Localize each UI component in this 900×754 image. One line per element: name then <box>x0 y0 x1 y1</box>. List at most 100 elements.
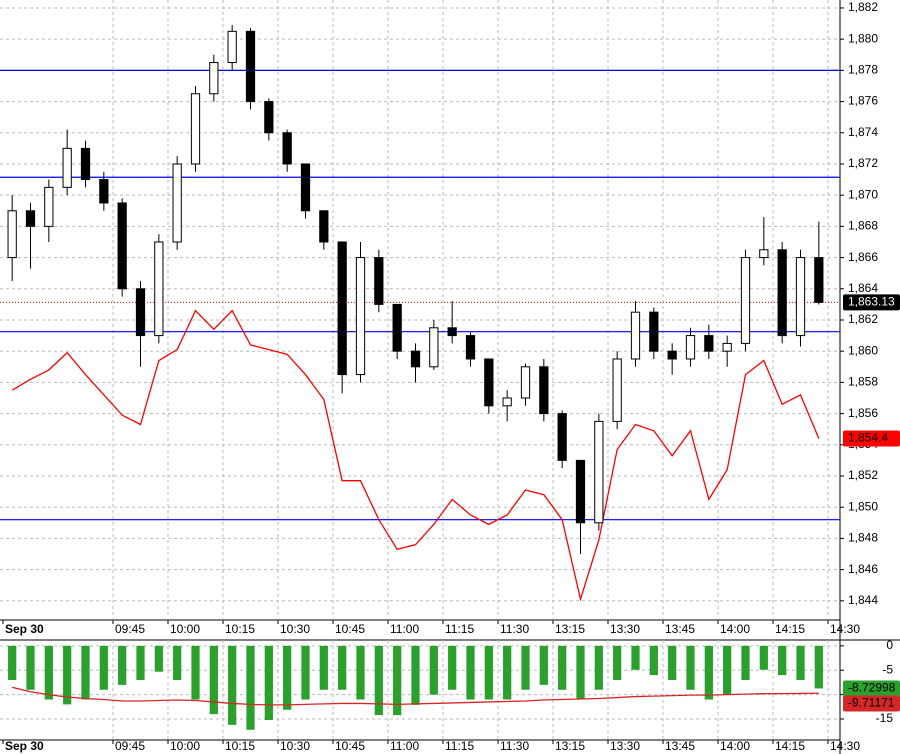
bar <box>173 645 182 680</box>
candle-body <box>465 335 476 360</box>
bar <box>81 645 90 700</box>
candle-body <box>227 30 237 64</box>
x-tick-label: 10:45 <box>335 622 365 636</box>
candle-body <box>300 163 311 212</box>
candle-body <box>190 93 201 165</box>
candle-body <box>264 101 274 134</box>
x-tick-label: 11:30 <box>500 622 529 636</box>
bar <box>44 645 53 700</box>
candle-body <box>44 186 54 227</box>
bar <box>246 645 255 730</box>
bar <box>429 645 438 695</box>
x-tick-label: 14:15 <box>775 622 805 636</box>
candle-body <box>777 249 787 337</box>
candle-body <box>135 288 146 337</box>
candle-body <box>795 257 806 337</box>
bar <box>686 645 695 690</box>
candle-body <box>667 350 677 360</box>
x-tick-label: 10:00 <box>170 739 200 753</box>
candle-body <box>759 249 769 259</box>
bar <box>63 645 72 705</box>
last-value-label-box <box>843 695 900 712</box>
candle-body <box>7 210 17 259</box>
x-tick-label: 14:15 <box>775 739 805 753</box>
line-series <box>12 686 819 706</box>
bar <box>668 645 677 680</box>
x-tick-label: 11:00 <box>390 739 419 753</box>
x-tick-label: 13:15 <box>555 739 585 753</box>
candle-body <box>62 147 72 188</box>
candle-body <box>539 366 549 415</box>
bar <box>411 645 420 705</box>
bar <box>338 645 347 690</box>
x-tick-label: 13:45 <box>665 739 695 753</box>
bar <box>466 645 475 700</box>
bar <box>759 645 768 670</box>
y-tick-label: 1,856 <box>848 406 878 420</box>
bar <box>374 645 383 716</box>
last-value-label: -8.72998 <box>848 681 896 695</box>
candle-body <box>447 327 457 337</box>
candle-body <box>649 311 659 352</box>
bar <box>264 645 273 720</box>
bar <box>484 645 493 700</box>
y-tick-label: 1,852 <box>848 468 878 482</box>
bar <box>539 645 548 685</box>
candle-body <box>117 202 127 290</box>
x-tick-label: 11:30 <box>500 739 529 753</box>
candle-body <box>594 420 604 524</box>
last-price-label: 1,863.13 <box>848 295 895 309</box>
bar <box>814 645 823 689</box>
candle-body <box>704 335 714 352</box>
x-tick-label: 14:30 <box>830 739 860 753</box>
x-tick-label: 14:30 <box>830 622 860 636</box>
bar <box>8 645 17 680</box>
candle-body <box>245 30 256 103</box>
bar <box>154 645 163 672</box>
y-tick-label: 1,850 <box>848 499 878 513</box>
bar <box>283 645 292 710</box>
bar <box>228 645 237 725</box>
bar <box>393 645 402 716</box>
candle-body <box>612 358 622 422</box>
x-tick-label: 11:00 <box>390 622 419 636</box>
y-tick-label: 1,846 <box>848 562 878 576</box>
candle-body <box>25 210 36 227</box>
bar <box>301 645 310 700</box>
y-tick-label: 1,848 <box>848 531 878 545</box>
candle-body <box>429 327 439 368</box>
candle-body <box>355 257 366 376</box>
candle-body <box>99 179 109 204</box>
candle-body <box>722 342 732 352</box>
bar <box>613 645 622 680</box>
candle-body <box>209 62 219 95</box>
bar <box>778 645 787 676</box>
bar <box>796 645 805 680</box>
y-tick-label: 1,860 <box>848 343 878 357</box>
bar <box>209 645 218 715</box>
bar <box>723 645 732 695</box>
candle-body <box>154 241 164 337</box>
bar <box>503 645 512 700</box>
candle-body <box>374 257 384 305</box>
bar <box>26 645 35 690</box>
x-tick-label: 13:30 <box>610 739 640 753</box>
bar <box>704 645 713 700</box>
candle-body <box>282 132 292 165</box>
y-tick-label: 1,862 <box>848 312 878 326</box>
bar <box>136 645 145 680</box>
last-value-label: 1,854.4 <box>848 431 888 445</box>
x-tick-label: 11:15 <box>445 622 474 636</box>
last-value-label-box <box>843 430 900 447</box>
x-tick-label: 09:45 <box>115 739 145 753</box>
y-tick-label: -5 <box>882 662 893 676</box>
bar <box>448 645 457 690</box>
x-tick-label: 10:30 <box>280 739 310 753</box>
x-tick-label: 10:15 <box>225 622 255 636</box>
x-tick-label: 11:15 <box>445 739 474 753</box>
x-tick-label: 13:15 <box>555 622 585 636</box>
y-tick-label: 1,858 <box>848 375 878 389</box>
bar <box>521 645 530 690</box>
y-tick-label: 1,876 <box>848 94 878 108</box>
